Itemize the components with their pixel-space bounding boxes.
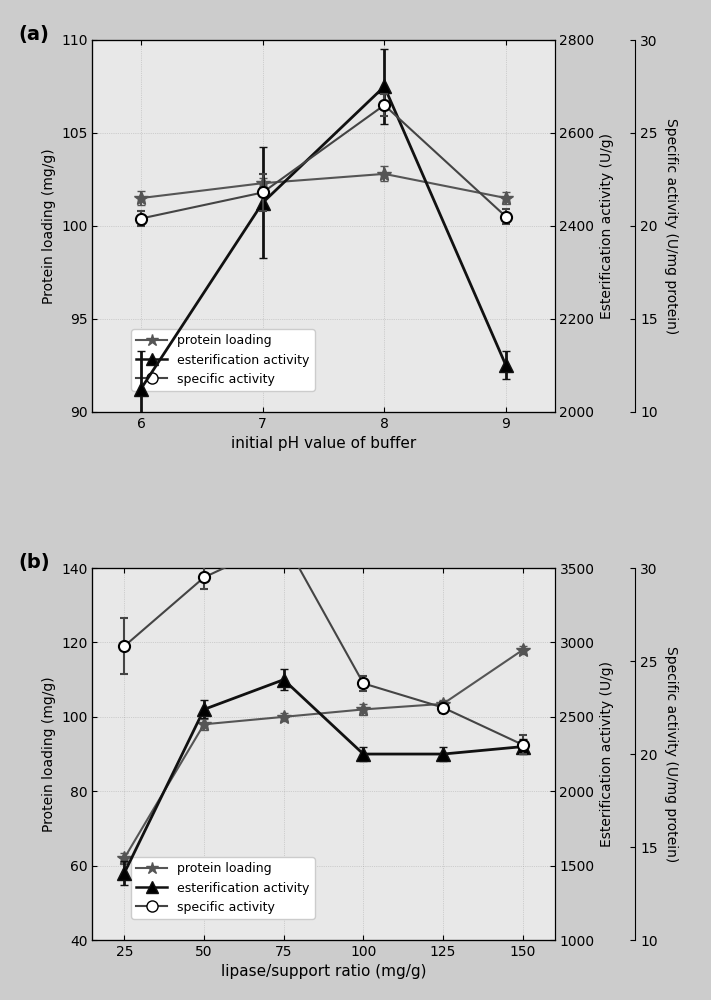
Legend: protein loading, esterification activity, specific activity: protein loading, esterification activity…	[131, 329, 315, 391]
Y-axis label: Specific activity (U/mg protein): Specific activity (U/mg protein)	[665, 646, 678, 862]
Y-axis label: Protein loading (mg/g): Protein loading (mg/g)	[41, 148, 55, 304]
Y-axis label: Esterification activity (U/g): Esterification activity (U/g)	[600, 661, 614, 847]
Text: (b): (b)	[18, 553, 50, 572]
X-axis label: lipase/support ratio (mg/g): lipase/support ratio (mg/g)	[220, 964, 427, 979]
Y-axis label: Protein loading (mg/g): Protein loading (mg/g)	[42, 676, 55, 832]
Text: (a): (a)	[18, 25, 49, 44]
Legend: protein loading, esterification activity, specific activity: protein loading, esterification activity…	[131, 857, 315, 919]
X-axis label: initial pH value of buffer: initial pH value of buffer	[231, 436, 416, 451]
Y-axis label: Specific activity (U/mg protein): Specific activity (U/mg protein)	[665, 118, 678, 334]
Y-axis label: Esterification activity (U/g): Esterification activity (U/g)	[600, 133, 614, 319]
